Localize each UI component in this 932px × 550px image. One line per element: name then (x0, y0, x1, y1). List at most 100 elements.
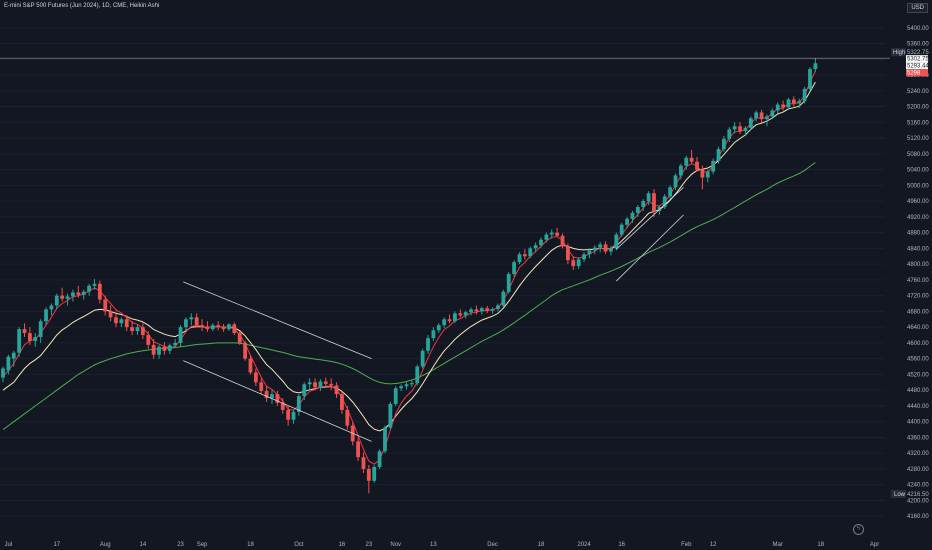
y-tick-label: 5040.00 (907, 168, 929, 174)
candle-body (797, 101, 802, 104)
candle-body (264, 390, 269, 399)
candle-body (684, 157, 689, 166)
candle-body (598, 244, 603, 248)
candle-body (210, 325, 215, 330)
candle-body (657, 207, 662, 211)
y-tick-label: 4680.00 (907, 309, 929, 315)
candle-body (415, 366, 420, 384)
x-tick-label: Jul (5, 542, 13, 548)
low-marker-value: 4216.50 (907, 492, 929, 498)
x-tick-label: 18 (538, 542, 545, 548)
candle-body (11, 352, 16, 359)
candle-body (409, 383, 414, 385)
y-tick-label: 4600.00 (907, 341, 929, 347)
falling-channel-lower (183, 360, 372, 442)
y-tick-label: 4240.00 (907, 483, 929, 489)
candle-body (318, 381, 323, 388)
rising-channel-lower (616, 214, 684, 282)
currency-button[interactable]: USD (907, 3, 928, 13)
x-tick-label: 14 (140, 542, 147, 548)
candle-body (582, 254, 586, 260)
price-tag-label: 5302.75 (907, 57, 929, 63)
price-tag (906, 69, 928, 77)
candle-body (802, 88, 807, 102)
candle-body (178, 327, 183, 343)
high-marker-value: 5322.75 (907, 50, 929, 56)
y-tick-label: 4760.00 (907, 278, 929, 284)
sma-slow-line (2, 162, 816, 431)
candle-body (652, 193, 656, 211)
y-tick-label: 4920.00 (907, 215, 929, 221)
candle-body (727, 129, 732, 139)
y-tick-label: 4400.00 (907, 420, 929, 426)
candle-body (544, 234, 549, 240)
candle-body (791, 99, 796, 104)
high-marker-label: High (893, 50, 905, 56)
candle-body (108, 311, 113, 318)
trend-channels[interactable] (0, 57, 890, 442)
y-tick-label: 5200.00 (907, 105, 929, 111)
candle-body (140, 327, 145, 336)
candle-body (270, 394, 274, 399)
price-tag (906, 55, 928, 63)
candle-body (275, 394, 280, 403)
candle-body (44, 309, 48, 322)
candle-body (248, 358, 253, 373)
x-tick-label: 17 (53, 542, 60, 548)
y-tick-label: 4840.00 (907, 246, 929, 252)
candle-body (748, 118, 753, 128)
y-tick-label: 5160.00 (907, 120, 929, 126)
time-axis[interactable]: Jul 17 Aug 14 23 Sep 18 Oct 16 23 Nov 13 Dec 18 2024 16… (5, 542, 880, 548)
price-tag-label: 5298 (907, 71, 921, 77)
chart-title: E-mini S&P 500 Futures (Jun 2024), 1D, C… (4, 3, 160, 9)
x-tick-label: 18 (817, 542, 824, 548)
y-tick-label: 5360.00 (907, 42, 929, 48)
candle-body (28, 333, 32, 341)
x-tick-label: Dec (487, 542, 498, 548)
candle-body (528, 248, 533, 257)
candle-body (496, 305, 500, 310)
ema-mid-series (2, 81, 816, 432)
price-axis[interactable]: 4160.00 4200.00 4240.00 4280.00 4320.00 4360.… (907, 26, 929, 520)
candle-body (291, 411, 296, 420)
candle-body (366, 468, 371, 481)
low-marker-label: Low (894, 492, 906, 498)
candle-body (646, 193, 651, 202)
candle-body (539, 239, 543, 246)
candle-body (216, 325, 221, 328)
candle-body (560, 235, 565, 247)
candle-body (442, 319, 447, 326)
candle-body (474, 309, 479, 312)
x-tick-label: 13 (430, 542, 437, 548)
candle-body (695, 161, 699, 170)
candle-body (114, 317, 118, 324)
candle-body (377, 451, 382, 467)
price-tag-label: 5293.44 (907, 64, 929, 70)
candle-body (162, 346, 167, 351)
y-tick-label: 4560.00 (907, 357, 929, 363)
candle-body (399, 386, 404, 389)
y-tick-label: 4960.00 (907, 199, 929, 205)
candle-body (130, 327, 135, 332)
candle-body (151, 344, 156, 355)
candle-body (146, 335, 151, 345)
ema-mid-line (2, 81, 816, 432)
candle-body (297, 396, 301, 412)
candle-body (485, 308, 490, 311)
lightning-icon[interactable]: ϟ (853, 524, 864, 535)
candle-body (167, 345, 172, 351)
candle-body (49, 305, 54, 310)
candle-body (786, 99, 791, 108)
candle-body (625, 218, 629, 225)
candle-body (404, 384, 409, 387)
falling-channel-upper (183, 281, 372, 360)
price-tag (906, 62, 928, 70)
candle-body (775, 104, 780, 111)
candle-body (227, 324, 231, 330)
candle-body (571, 260, 576, 267)
y-tick-label: 4360.00 (907, 435, 929, 441)
y-tick-label: 4280.00 (907, 467, 929, 473)
